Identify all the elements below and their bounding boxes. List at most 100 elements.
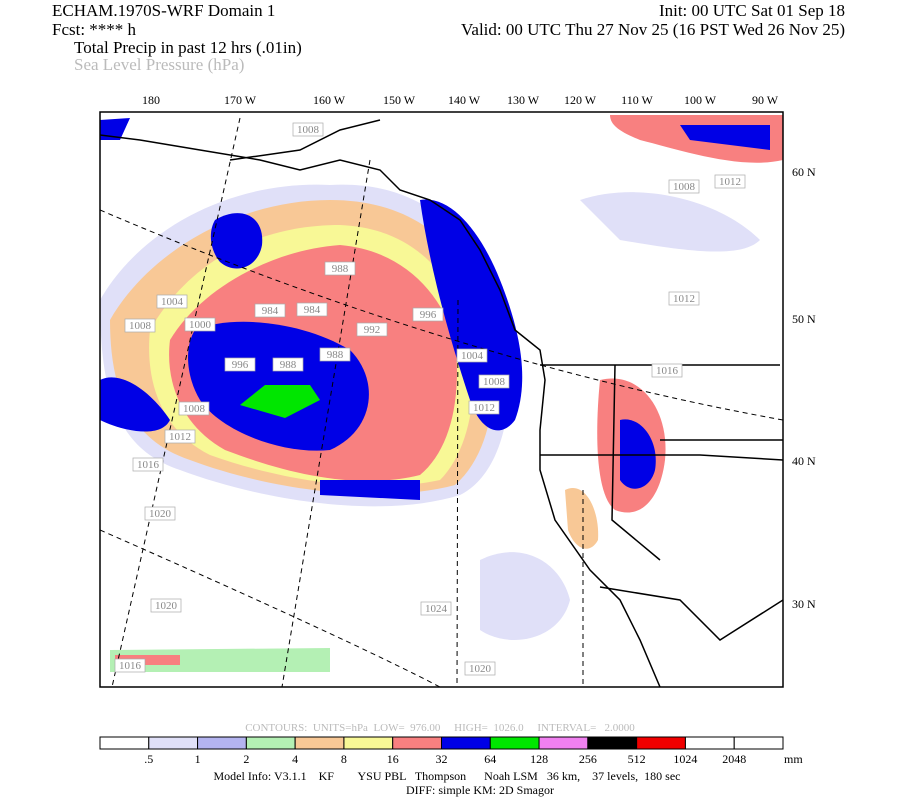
colorbar-label: 512 xyxy=(628,752,646,766)
diff-info: DIFF: simple KM: 2D Smagor xyxy=(406,783,554,797)
init-time: Init: 00 UTC Sat 01 Sep 18 xyxy=(659,1,845,20)
contour-label-box xyxy=(272,357,304,372)
lon-label: 110 W xyxy=(621,93,653,107)
contour-label-box xyxy=(150,598,182,613)
contour-label-box xyxy=(296,302,328,317)
colorbar-cell xyxy=(148,736,199,750)
contour-label: 984 xyxy=(304,304,321,316)
contour-label-box xyxy=(254,303,286,318)
contour-label-box xyxy=(324,261,356,276)
contour-info: CONTOURS: UNITS=hPa LOW= 976.00 HIGH= 10… xyxy=(245,722,635,734)
contour-label-box xyxy=(164,429,196,444)
contour-label: 1000 xyxy=(189,319,212,331)
contour-label: 1016 xyxy=(137,459,160,471)
colorbar-label: 2 xyxy=(243,752,249,766)
map xyxy=(100,112,783,687)
colorbar-cell xyxy=(197,736,247,750)
contour-label-box xyxy=(319,347,351,362)
lon-label: 180 xyxy=(142,93,160,107)
colorbar-cell xyxy=(245,736,296,750)
contour-label-box xyxy=(156,294,188,309)
colorbar-label: .5 xyxy=(144,752,153,766)
contour-label: 1008 xyxy=(673,181,696,193)
contour-label-box xyxy=(714,174,746,189)
contour-label: 1024 xyxy=(425,603,448,615)
contour-label: 988 xyxy=(332,263,349,275)
colorbar-cell xyxy=(99,736,150,750)
lon-label: 130 W xyxy=(507,93,540,107)
contour-label-box xyxy=(144,506,176,521)
contour-label: 996 xyxy=(420,309,437,321)
contour-label: 988 xyxy=(327,349,344,361)
colorbar-cell xyxy=(441,736,491,750)
contour-label-box xyxy=(651,363,683,378)
colorbar-label: 16 xyxy=(387,752,399,766)
contour-label-box xyxy=(292,122,324,137)
contour-label: 996 xyxy=(232,359,249,371)
contour-label-box xyxy=(668,179,700,194)
contour-label: 1004 xyxy=(461,350,484,362)
contour-label-box xyxy=(184,317,216,332)
contour-label-box xyxy=(412,307,444,322)
colorbar-cell xyxy=(392,736,443,750)
contour-label: 1012 xyxy=(473,402,495,414)
lat-label: 30 N xyxy=(792,597,816,611)
contour-label-box xyxy=(668,291,700,306)
contour-label: 1008 xyxy=(183,403,206,415)
colorbar-cell xyxy=(636,736,686,750)
contour-label: 988 xyxy=(280,359,297,371)
lon-label: 100 W xyxy=(684,93,717,107)
lat-label: 40 N xyxy=(792,454,816,468)
lon-label: 140 W xyxy=(448,93,481,107)
colorbar-label: 256 xyxy=(579,752,597,766)
contour-label-box xyxy=(224,357,256,372)
lon-label: 150 W xyxy=(383,93,416,107)
colorbar-label: 8 xyxy=(341,752,347,766)
colorbar-label: 4 xyxy=(292,752,298,766)
title: ECHAM.1970S-WRF Domain 1 xyxy=(52,1,275,20)
contour-label-box xyxy=(464,661,496,676)
model-info: Model Info: V3.1.1 KF YSU PBL Thompson N… xyxy=(214,769,681,783)
contour-label-box xyxy=(124,318,156,333)
contour-label: 1016 xyxy=(656,365,679,377)
contour-label: 992 xyxy=(364,324,381,336)
colorbar-label: 128 xyxy=(530,752,548,766)
contour-label: 1008 xyxy=(297,124,320,136)
valid-time: Valid: 00 UTC Thu 27 Nov 25 (16 PST Wed … xyxy=(461,20,845,39)
contour-label-box xyxy=(468,400,500,415)
contour-label-box xyxy=(356,322,388,337)
contour-label-box xyxy=(478,374,510,389)
contour-label: 1016 xyxy=(119,660,142,672)
field-label: Sea Level Pressure (hPa) xyxy=(74,55,244,74)
contour-label: 1020 xyxy=(155,600,178,612)
contour-label: 1008 xyxy=(129,320,152,332)
colorbar-cell xyxy=(733,736,784,750)
lon-label: 160 W xyxy=(313,93,346,107)
lon-label: 90 W xyxy=(752,93,779,107)
contour-label: 1012 xyxy=(169,431,191,443)
colorbar-cell xyxy=(538,736,589,750)
colorbar-label: 32 xyxy=(436,752,448,766)
colorbar-label: 1 xyxy=(195,752,201,766)
contour-label: 1012 xyxy=(673,293,695,305)
lat-label: 50 N xyxy=(792,312,816,326)
colorbar-cell xyxy=(294,736,345,750)
contour-label-box xyxy=(456,348,488,363)
contour-label-box xyxy=(178,401,210,416)
contour-label-box xyxy=(114,658,146,673)
lon-label: 120 W xyxy=(564,93,597,107)
map-frame xyxy=(99,111,784,688)
contour-label-box xyxy=(420,601,452,616)
lon-label: 170 W xyxy=(224,93,257,107)
colorbar-cell xyxy=(684,736,735,750)
lat-label: 60 N xyxy=(792,165,816,179)
colorbar-label: 64 xyxy=(484,752,496,766)
colorbar-label: 2048 xyxy=(722,752,746,766)
colorbar-label: 1024 xyxy=(673,752,697,766)
field-label: Total Precip in past 12 hrs (.01in) xyxy=(74,38,302,57)
contour-label: 1020 xyxy=(149,508,172,520)
colorbar-unit: mm xyxy=(784,752,803,766)
contour-label: 1004 xyxy=(161,296,184,308)
contour-label: 1020 xyxy=(469,663,492,675)
